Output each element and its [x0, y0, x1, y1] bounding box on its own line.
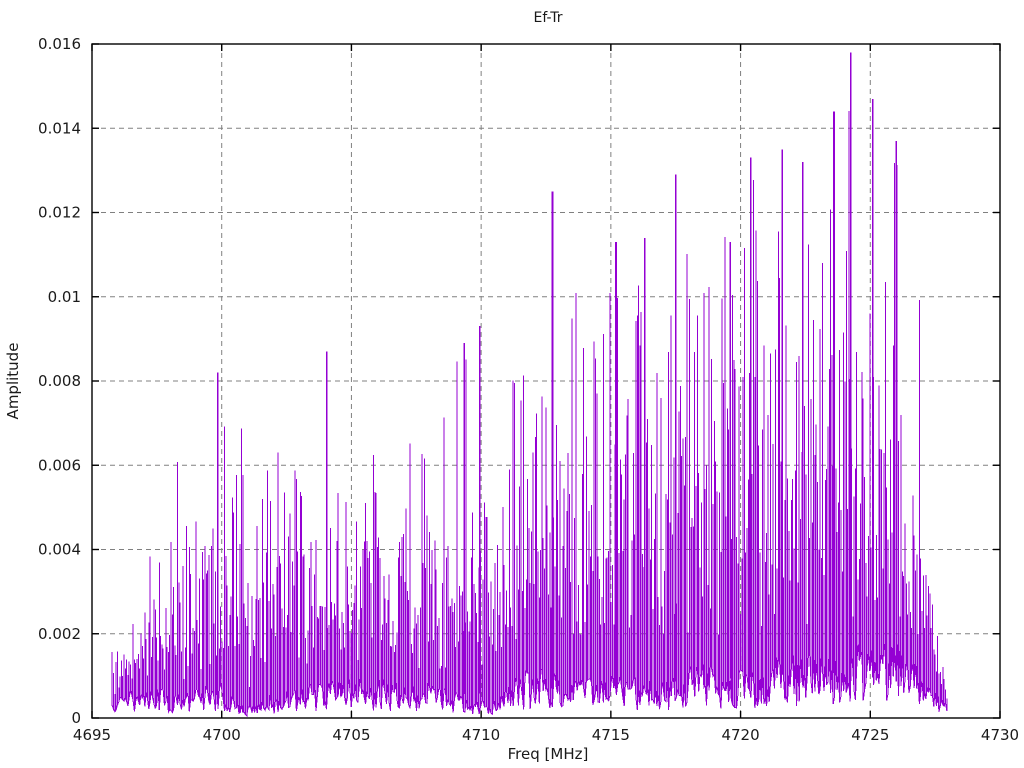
- spectrum-trace-path: [111, 110, 948, 717]
- x-tick-label: 4705: [332, 726, 370, 744]
- y-tick-label: 0: [71, 709, 81, 727]
- x-tick-label: 4700: [203, 726, 241, 744]
- x-tick-label: 4715: [592, 726, 630, 744]
- y-tick-label: 0.004: [38, 541, 81, 559]
- y-tick-label: 0.012: [38, 204, 81, 222]
- x-tick-label: 4695: [73, 726, 111, 744]
- y-tick-label: 0.01: [48, 288, 81, 306]
- axis-ticks: [91, 43, 1001, 719]
- x-tick-label: 4710: [462, 726, 500, 744]
- y-tick-label: 0.008: [38, 372, 81, 390]
- data-series: [111, 52, 948, 717]
- y-tick-label: 0.016: [38, 35, 81, 53]
- y-tick-label: 0.014: [38, 119, 81, 137]
- y-tick-labels: 0 0.002 0.004 0.006 0.008 0.01 0.012 0.014 0.016: [38, 35, 81, 727]
- y-tick-label: 0.006: [38, 456, 81, 474]
- x-tick-label: 4720: [721, 726, 759, 744]
- x-tick-label: 4725: [851, 726, 889, 744]
- x-axis-label: Freq [MHz]: [508, 745, 589, 763]
- y-tick-label: 0.002: [38, 625, 81, 643]
- x-tick-labels: 4695 4700 4705 4710 4715 4720 4725 4730: [73, 726, 1019, 744]
- chart-title: Ef-Tr: [533, 10, 562, 26]
- x-tick-label: 4730: [981, 726, 1019, 744]
- data-series-layer: [111, 52, 948, 717]
- y-axis-label: Amplitude: [4, 343, 22, 420]
